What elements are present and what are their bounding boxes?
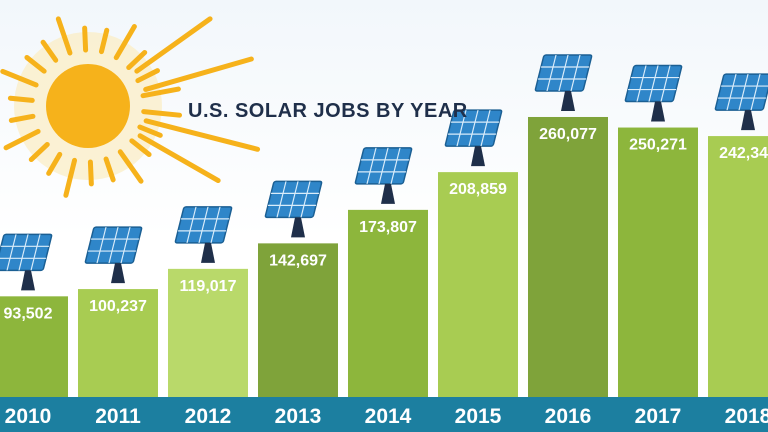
bar-value-label: 173,807 xyxy=(359,219,417,236)
sun-ray xyxy=(141,109,183,118)
bar-value-label: 250,271 xyxy=(629,137,687,154)
sun-ray xyxy=(137,124,163,138)
x-axis-band xyxy=(0,397,768,432)
bar-value-label: 93,502 xyxy=(4,305,53,322)
sun-disc xyxy=(46,64,130,148)
solar-panel-icon xyxy=(264,180,323,219)
sun-ray xyxy=(117,149,144,184)
solar-panel-icon xyxy=(0,233,53,272)
solar-panel-icon xyxy=(354,147,413,185)
x-tick-label: 2014 xyxy=(365,405,412,428)
sun-ray xyxy=(126,49,148,71)
panel-stand xyxy=(741,110,755,131)
sun-icon xyxy=(0,16,261,198)
x-tick-label: 2017 xyxy=(635,405,682,428)
solar-panel-icon xyxy=(174,206,233,244)
sun-ray xyxy=(98,27,110,55)
x-tick-label: 2013 xyxy=(275,405,322,428)
x-tick-label: 2018 xyxy=(725,405,768,428)
sun-ray xyxy=(28,141,50,163)
sun-ray xyxy=(46,151,63,176)
bar-2017 xyxy=(618,127,698,397)
bar-2011 xyxy=(78,289,158,397)
panel-stand xyxy=(471,146,485,167)
bar-2016 xyxy=(528,116,608,397)
panel-stand xyxy=(561,90,575,111)
solar-panel-icon xyxy=(714,73,768,111)
sun-ray xyxy=(113,24,137,61)
sun-ray xyxy=(143,118,261,152)
sun-ray xyxy=(140,86,181,99)
chart-title: U.S. SOLAR JOBS BY YEAR xyxy=(188,100,468,122)
panel-stand xyxy=(201,242,215,263)
sun-ray xyxy=(135,68,160,84)
bar-value-label: 119,017 xyxy=(180,278,237,295)
sun-ray xyxy=(24,54,47,74)
sun-ray xyxy=(87,159,94,187)
sun-ray xyxy=(134,16,213,74)
panel-stand xyxy=(111,263,125,284)
panel-stand xyxy=(381,183,395,204)
bars: 93,502 100,237 119,017 142,697 173,807 208,85… xyxy=(0,54,768,397)
bar-2015 xyxy=(438,172,518,397)
sun-ray xyxy=(55,16,73,56)
sun-ray xyxy=(0,68,39,88)
x-tick-label: 2011 xyxy=(95,405,141,428)
sun-ray xyxy=(103,156,116,183)
solar-panel-icon xyxy=(534,54,593,92)
bar-value-label: 208,859 xyxy=(449,181,507,198)
panel-stand xyxy=(21,270,35,291)
bar-value-label: 142,697 xyxy=(269,252,327,269)
sun-ray xyxy=(143,56,254,92)
panel-stand xyxy=(651,101,665,122)
sun-ray xyxy=(129,138,152,158)
sun-ray xyxy=(82,25,89,53)
x-tick-label: 2012 xyxy=(185,405,232,428)
panel-stand xyxy=(291,217,305,238)
solar-panel-icon xyxy=(444,109,503,147)
x-tick-label: 2010 xyxy=(5,405,52,428)
bar-value-label: 260,077 xyxy=(539,126,597,143)
x-tick-label: 2015 xyxy=(455,405,502,428)
bar-2013 xyxy=(258,243,338,397)
bar-2010 xyxy=(0,296,68,397)
bar-value-label: 242,343 xyxy=(719,145,768,162)
solar-panel-icon xyxy=(624,64,683,103)
bar-2014 xyxy=(348,209,428,397)
sun-ray xyxy=(137,133,221,184)
x-tick-label: 2016 xyxy=(545,405,592,428)
sun-ray xyxy=(63,157,78,198)
bar-2018 xyxy=(708,136,768,397)
solar-panel-icon xyxy=(84,226,143,264)
sun-ray xyxy=(7,95,35,103)
sun-ray xyxy=(40,39,59,63)
sun-ray xyxy=(3,128,41,151)
bar-value-label: 100,237 xyxy=(89,298,147,315)
sun-ray xyxy=(8,113,36,123)
bar-2012 xyxy=(168,268,248,397)
